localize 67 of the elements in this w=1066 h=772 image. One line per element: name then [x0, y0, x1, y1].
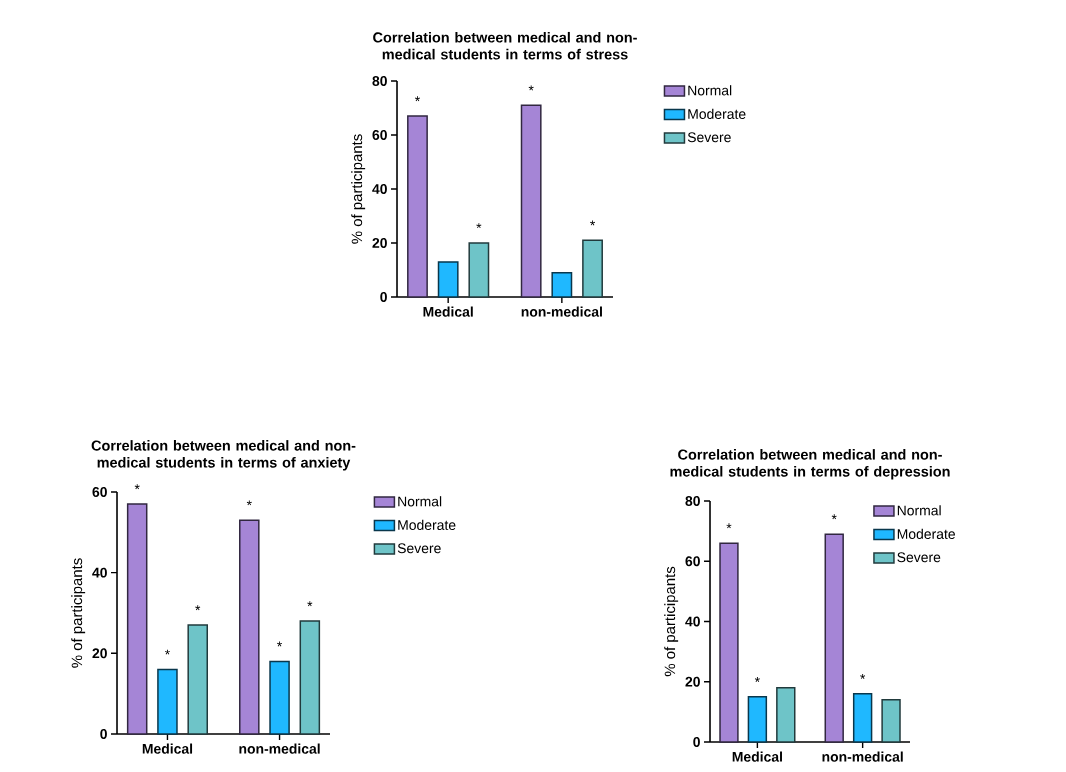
data-label: *	[831, 514, 837, 520]
data-label: *	[476, 223, 482, 229]
data-label: *	[277, 641, 283, 647]
bar	[126, 503, 148, 735]
y-axis-title: % of participants	[351, 134, 366, 244]
bar	[239, 519, 260, 735]
x-tick-label: Medical	[423, 306, 473, 317]
data-label: *	[754, 677, 760, 682]
bar	[468, 242, 490, 298]
x-tick-label: Medical	[732, 751, 782, 762]
legend-label: Moderate	[398, 519, 456, 531]
y-axis-title: % of participants	[664, 566, 679, 677]
data-label: *	[164, 649, 170, 655]
y-tick-label: 0	[100, 729, 107, 739]
legend-label: Normal	[897, 505, 941, 516]
y-axis-title: % of participants	[71, 558, 86, 668]
data-label: *	[134, 484, 140, 490]
bar	[881, 699, 901, 743]
bar	[747, 696, 768, 743]
chart-title: Correlation between medical and non-medical students in terms of stress	[373, 31, 637, 60]
data-label: *	[414, 96, 420, 102]
bar	[852, 693, 873, 743]
chart-title: Correlation between medical and non-medical students in terms of anxiety	[91, 440, 356, 471]
bar	[824, 533, 844, 743]
y-tick-label: 80	[685, 496, 700, 506]
bar	[520, 104, 542, 298]
y-tick-label: 80	[372, 76, 387, 86]
y-tick-label: 60	[685, 556, 700, 567]
y-tick-label: 60	[372, 130, 387, 140]
bar	[269, 660, 290, 735]
bar	[407, 115, 428, 298]
data-label: *	[726, 523, 732, 529]
bar	[299, 620, 321, 735]
data-label: *	[590, 220, 596, 226]
bar	[437, 261, 459, 298]
data-label: *	[860, 673, 866, 679]
x-tick-label: non-medical	[239, 743, 320, 754]
legend-label: Severe	[897, 552, 941, 563]
bar	[551, 271, 573, 298]
data-label: *	[195, 605, 201, 611]
legend-label: Severe	[397, 543, 441, 554]
legend-label: Normal	[398, 496, 442, 507]
bar	[776, 687, 796, 743]
y-tick-label: 60	[92, 487, 107, 497]
y-tick-label: 20	[92, 648, 107, 659]
bar	[719, 542, 739, 743]
bar	[187, 624, 208, 735]
y-tick-label: 20	[685, 676, 700, 687]
bar	[582, 239, 603, 298]
x-tick-label: non-medical	[521, 306, 602, 317]
legend-label: Moderate	[688, 108, 746, 119]
bar	[157, 668, 178, 735]
legend-label: Normal	[688, 85, 732, 96]
y-tick-label: 40	[92, 567, 107, 578]
y-tick-label: 0	[380, 292, 387, 302]
y-tick-label: 0	[693, 737, 700, 747]
data-label: *	[246, 500, 252, 506]
chart-title: Correlation between medical and non-medical students in terms of depression	[670, 449, 950, 480]
legend-label: Severe	[687, 132, 731, 143]
x-tick-label: Medical	[142, 743, 193, 754]
legend-label: Moderate	[897, 528, 955, 540]
data-label: *	[528, 85, 534, 91]
y-tick-label: 40	[372, 184, 387, 194]
y-tick-label: 40	[685, 616, 700, 627]
y-tick-label: 20	[372, 238, 387, 248]
x-tick-label: non-medical	[822, 751, 903, 762]
data-label: *	[307, 601, 313, 607]
